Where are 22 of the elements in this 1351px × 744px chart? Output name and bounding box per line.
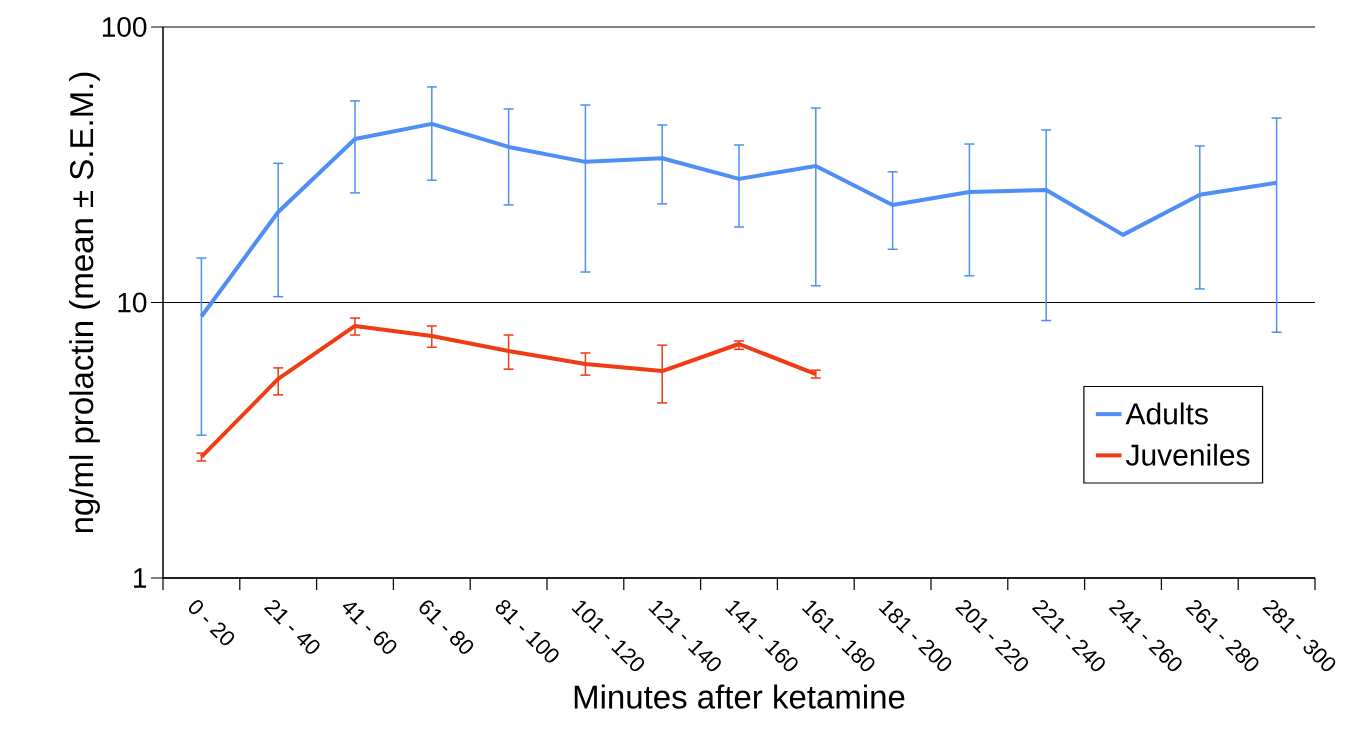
y-tick-label: 100	[102, 17, 147, 37]
x-axis-title: Minutes after ketamine	[574, 684, 905, 709]
x-tick-label: 101 - 120	[571, 600, 645, 672]
y-tick-label: 1	[134, 568, 147, 588]
x-tick-label: 0 - 20	[188, 600, 235, 646]
x-tick-label: 201 - 220	[955, 599, 1029, 672]
y-axis-title: ng/ml prolactin (mean ± S.E.M.)	[69, 72, 100, 533]
x-tick-label: 181 - 200	[878, 600, 952, 672]
x-tick-label: 281 - 300	[1262, 599, 1336, 672]
x-tick-label: 61 - 80	[419, 600, 474, 654]
x-tick-label: 241 - 260	[1108, 599, 1182, 672]
legend-label: Adults	[1125, 402, 1208, 425]
x-tick-label: 141 - 160	[725, 600, 798, 672]
x-tick-label: 161 - 180	[801, 600, 875, 672]
x-tick-label: 81 - 100	[495, 599, 559, 663]
x-tick-label: 121 - 140	[648, 600, 721, 672]
x-tick-label: 221 - 240	[1031, 599, 1105, 672]
legend-label: Juveniles	[1125, 443, 1250, 466]
y-tick-label: 10	[118, 292, 147, 313]
x-tick-label: 41 - 60	[342, 602, 397, 654]
x-tick-label: 261 - 280	[1185, 599, 1259, 672]
x-tick-label: 21 - 40	[263, 599, 320, 654]
